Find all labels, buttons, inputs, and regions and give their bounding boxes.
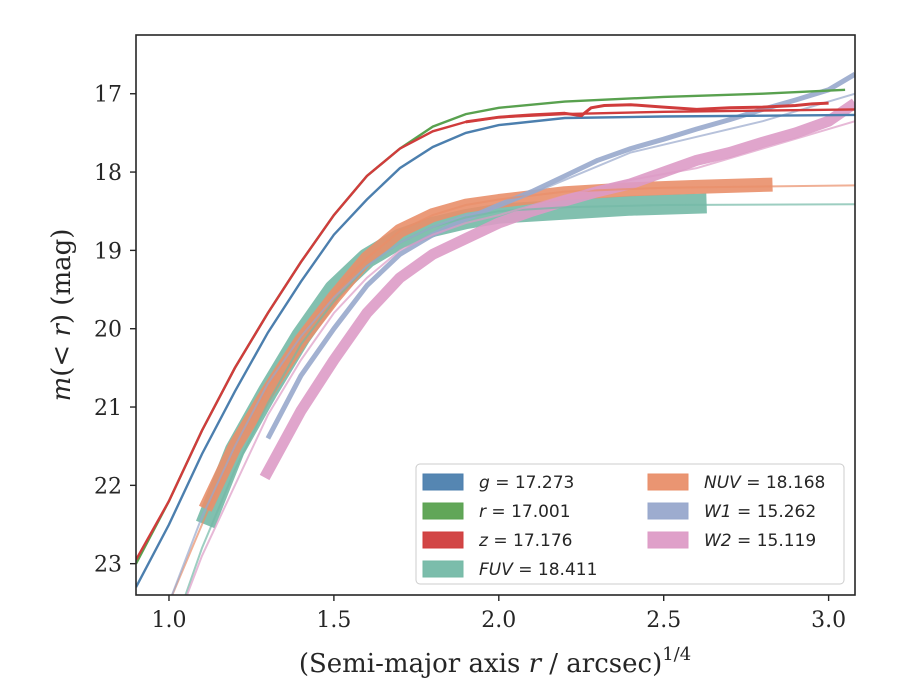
- y-axis-label: m(< r) (mag): [47, 229, 77, 402]
- legend-swatch-fuv: [422, 560, 464, 578]
- legend-swatch-z: [422, 531, 464, 549]
- legend-swatch-g: [422, 473, 464, 491]
- y-tick-label: 18: [94, 161, 122, 186]
- x-axis-ticks: 1.0 1.5 2.0 2.5 3.0: [151, 595, 846, 633]
- legend-label-z: z = 17.176: [478, 531, 572, 551]
- x-axis-label: (Semi-major axis r / arcsec)1/4: [299, 644, 691, 679]
- series-data-w2: [259, 98, 855, 481]
- legend-swatch-w1: [647, 502, 689, 520]
- x-tick-label: 2.5: [646, 608, 681, 633]
- legend: g = 17.273 r = 17.001 z = 17.176 FUV = 18.4…: [415, 463, 845, 585]
- legend-label-nuv: NUV = 18.168: [704, 473, 825, 493]
- x-tick-label: 1.5: [316, 608, 351, 633]
- series-data-z: [465, 101, 829, 124]
- legend-label-w1: W1 = 15.262: [704, 502, 816, 522]
- series-layer: [136, 72, 855, 595]
- y-axis-ticks: 17 18 19 20 21 22 23: [94, 83, 136, 578]
- y-tick-label: 19: [94, 239, 122, 264]
- y-tick-label: 17: [94, 83, 122, 108]
- series-model-w1: [170, 92, 855, 595]
- y-tick-label: 22: [94, 474, 122, 499]
- legend-swatch-w2: [647, 531, 689, 549]
- legend-label-w2: W2 = 15.119: [704, 531, 816, 551]
- legend-label-r: r = 17.001: [479, 502, 571, 522]
- y-tick-label: 23: [94, 553, 122, 578]
- series-model-g: [136, 113, 855, 588]
- series-model-w2: [185, 120, 855, 595]
- legend-swatch-r: [422, 502, 464, 520]
- y-tick-label: 20: [94, 318, 122, 343]
- legend-frame: [415, 463, 845, 585]
- x-tick-label: 3.0: [811, 608, 846, 633]
- legend-label-g: g = 17.273: [479, 473, 574, 493]
- legend-swatch-nuv: [647, 473, 689, 491]
- plot-frame: [135, 34, 856, 596]
- y-tick-label: 21: [94, 396, 122, 421]
- x-tick-label: 2.0: [481, 608, 516, 633]
- x-tick-label: 1.0: [151, 608, 186, 633]
- legend-label-fuv: FUV = 18.411: [479, 560, 597, 580]
